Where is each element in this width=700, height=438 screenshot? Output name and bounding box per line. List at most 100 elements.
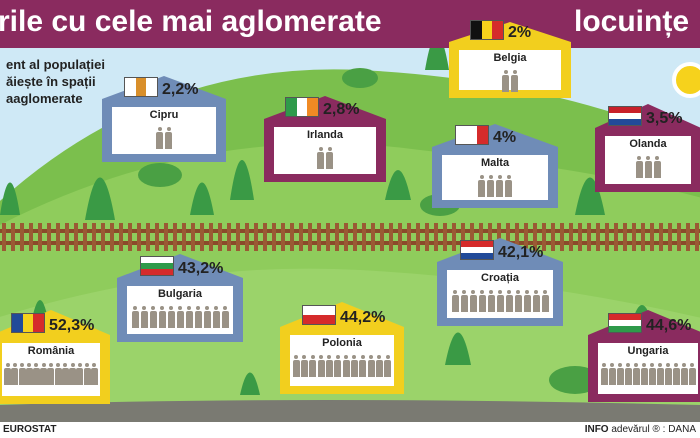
people-icons <box>317 147 333 169</box>
fence-picket <box>29 223 33 251</box>
flag-stripe <box>461 247 493 253</box>
people-icons <box>451 290 549 312</box>
house-4: 3,5% Olanda <box>593 102 700 194</box>
house-7: 52,3% România <box>0 308 112 406</box>
fence <box>0 223 700 251</box>
person-icon <box>90 363 98 385</box>
person-icon <box>502 70 509 92</box>
person-icon <box>514 290 522 312</box>
fence-picket <box>11 223 15 251</box>
fence-picket <box>128 223 132 251</box>
fence-picket <box>425 223 429 251</box>
fence-picket <box>488 223 492 251</box>
country-name: Irlanda <box>306 129 344 141</box>
house-0: 2% Belgia <box>447 20 573 100</box>
fence-picket <box>614 223 618 251</box>
house-shape <box>102 76 226 162</box>
person-icon <box>656 363 664 385</box>
credit-brand: adevărul ® <box>611 424 660 435</box>
house-window <box>112 107 216 154</box>
person-icon <box>632 363 640 385</box>
flag-stripe <box>481 21 493 39</box>
flag-stripe <box>135 78 147 96</box>
person-icon <box>185 306 193 328</box>
fence-picket <box>299 223 303 251</box>
fence-picket <box>218 223 222 251</box>
flag-stripe <box>33 314 45 332</box>
person-icon <box>342 355 350 377</box>
house-shape <box>264 96 386 182</box>
percentage-value: 52,3% <box>49 317 95 334</box>
person-icon <box>149 306 157 328</box>
subtitle-line: ăiește în spații <box>6 74 96 89</box>
fence-picket <box>182 223 186 251</box>
fence-picket <box>434 223 438 251</box>
person-icon <box>541 290 549 312</box>
people-icons <box>478 175 512 197</box>
person-icon <box>292 355 300 377</box>
person-icon <box>18 363 26 385</box>
person-icon <box>300 355 308 377</box>
percentage-value: 44,6% <box>646 317 692 334</box>
person-icon <box>165 127 172 149</box>
fence-picket <box>47 223 51 251</box>
person-icon <box>76 363 84 385</box>
fence-picket <box>407 223 411 251</box>
percentage-value: 2,2% <box>162 81 199 98</box>
person-icon <box>54 363 62 385</box>
house-shape <box>432 124 558 208</box>
person-icon <box>487 175 494 197</box>
fence-picket <box>2 223 6 251</box>
person-icon <box>69 363 77 385</box>
fence-picket <box>245 223 249 251</box>
source-label: EUROSTAT <box>3 424 57 435</box>
percentage-value: 2,8% <box>323 101 360 118</box>
flag-icon <box>285 97 319 117</box>
person-icon <box>600 363 608 385</box>
flag-stripe <box>609 314 641 320</box>
fence-picket <box>200 223 204 251</box>
fence-picket <box>164 223 168 251</box>
percentage-value: 43,2% <box>178 260 224 277</box>
person-icon <box>212 306 220 328</box>
person-icon <box>496 175 503 197</box>
person-icon <box>83 363 91 385</box>
person-icon <box>40 363 48 385</box>
person-icon <box>505 290 513 312</box>
person-icon <box>158 306 166 328</box>
page-title: rile cu cele mai aglomerate <box>0 5 382 38</box>
people-icons <box>156 127 172 149</box>
house-2: 2,8% Irlanda <box>262 94 388 184</box>
country-name: Bulgaria <box>157 288 202 300</box>
person-icon <box>469 290 477 312</box>
person-icon <box>688 363 696 385</box>
house-shape <box>449 22 571 98</box>
fence-picket <box>263 223 267 251</box>
flag-stripe <box>296 98 308 116</box>
person-icon <box>384 355 392 377</box>
person-icon <box>608 363 616 385</box>
footer: EUROSTAT INFO adevărul ® : DANA <box>0 422 700 438</box>
title-bar: rile cu cele mai aglomerate locuințe <box>0 0 700 48</box>
flag-stripe <box>22 314 34 332</box>
fence-picket <box>362 223 366 251</box>
fence-picket <box>20 223 24 251</box>
flag-icon <box>124 77 158 97</box>
person-icon <box>4 363 12 385</box>
flag-icon <box>470 20 504 40</box>
fence-picket <box>56 223 60 251</box>
fence-picket <box>380 223 384 251</box>
person-icon <box>317 147 324 169</box>
flag-icon <box>140 256 174 276</box>
country-name: Olanda <box>629 138 667 150</box>
people-icons <box>292 355 392 377</box>
person-icon <box>664 363 672 385</box>
people-icons <box>4 363 98 385</box>
fence-picket <box>146 223 150 251</box>
fence-picket <box>344 223 348 251</box>
fence-picket <box>650 223 654 251</box>
fence-picket <box>542 223 546 251</box>
fence-picket <box>632 223 636 251</box>
person-icon <box>653 156 661 178</box>
fence-picket <box>452 223 456 251</box>
